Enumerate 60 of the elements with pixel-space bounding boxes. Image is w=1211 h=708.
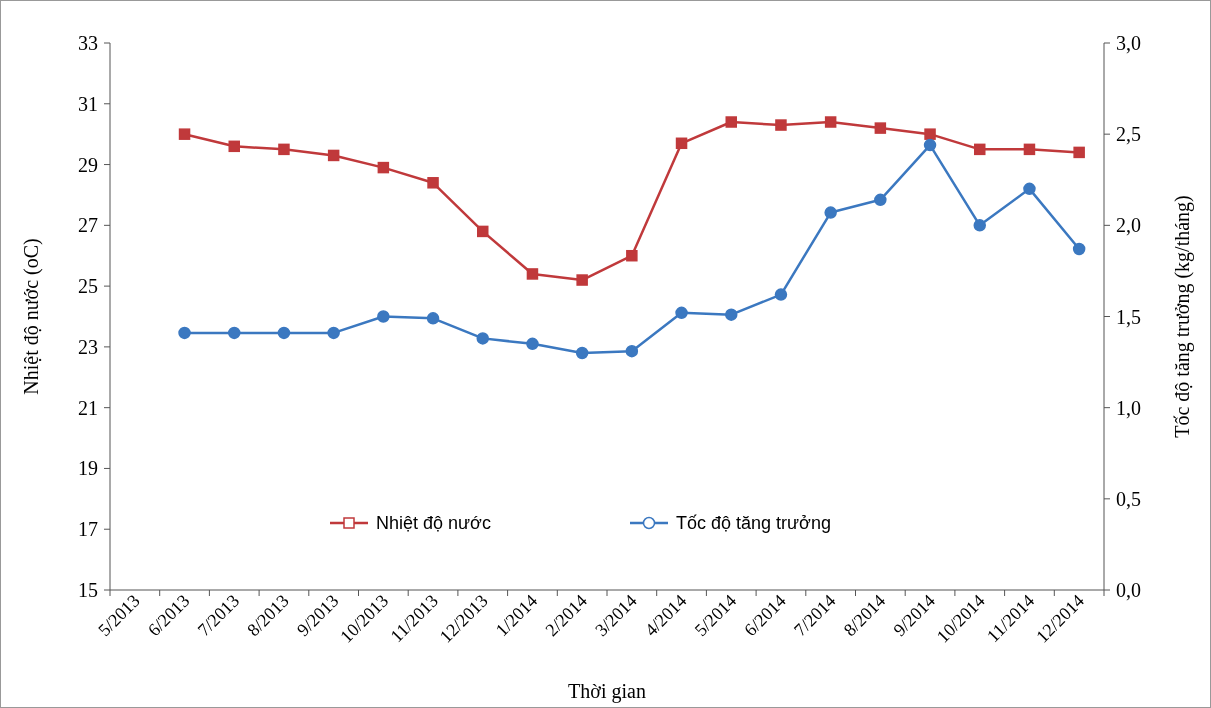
point	[228, 140, 240, 153]
point	[725, 116, 737, 128]
y2-tick-label: 2,0	[1116, 214, 1141, 237]
point	[824, 116, 837, 128]
y-tick-label: 21	[78, 396, 98, 419]
y2-tick-label: 3,0	[1116, 32, 1141, 54]
point	[725, 308, 738, 321]
legend-label: Tốc độ tăng trưởng	[676, 513, 831, 533]
point	[1072, 242, 1086, 256]
y-tick-label: 27	[78, 214, 98, 237]
x-axis-title: Thời gian	[568, 680, 646, 703]
point	[874, 193, 887, 207]
point	[923, 138, 937, 152]
y-tick-label: 31	[78, 92, 98, 115]
point	[327, 326, 340, 340]
point	[377, 161, 390, 174]
y2-tick-label: 0,0	[1116, 579, 1141, 601]
y2-axis-title: Tốc độ tăng trưởng (kg/tháng)	[1171, 195, 1194, 438]
point	[924, 128, 936, 140]
point	[973, 219, 986, 232]
point	[675, 137, 688, 150]
point	[178, 326, 191, 340]
point	[477, 225, 489, 238]
point	[327, 149, 340, 162]
point	[1023, 143, 1036, 156]
point	[1023, 182, 1036, 196]
point	[377, 310, 390, 323]
point	[426, 312, 440, 325]
point	[775, 119, 787, 131]
y-tick-label: 33	[78, 32, 98, 54]
point	[626, 249, 638, 262]
y-tick-label: 23	[78, 335, 98, 358]
y-axis-title: Nhiệt độ nước (oC)	[20, 238, 43, 395]
point	[974, 143, 986, 156]
point	[277, 326, 291, 340]
y-tick-label: 15	[78, 579, 98, 601]
point	[228, 326, 241, 340]
point	[526, 268, 539, 280]
point	[178, 128, 191, 140]
y-tick-label: 25	[78, 275, 98, 298]
y-tick-label: 17	[78, 518, 98, 541]
point	[675, 306, 688, 320]
y2-tick-label: 1,0	[1116, 396, 1141, 419]
point	[278, 143, 290, 156]
y-tick-label: 19	[78, 457, 98, 480]
point	[526, 337, 539, 351]
point	[427, 177, 439, 189]
point	[476, 332, 489, 345]
point	[874, 122, 887, 134]
point	[774, 288, 788, 301]
y2-tick-label: 1,5	[1116, 305, 1141, 328]
point	[824, 206, 837, 219]
y2-tick-label: 2,5	[1116, 123, 1141, 146]
point	[1073, 146, 1085, 159]
legend-label: Nhiệt độ nước	[376, 513, 491, 533]
point	[575, 346, 589, 360]
y-tick-label: 29	[78, 153, 98, 176]
y2-tick-label: 0,5	[1116, 487, 1141, 510]
point	[625, 344, 639, 358]
point	[576, 274, 588, 286]
